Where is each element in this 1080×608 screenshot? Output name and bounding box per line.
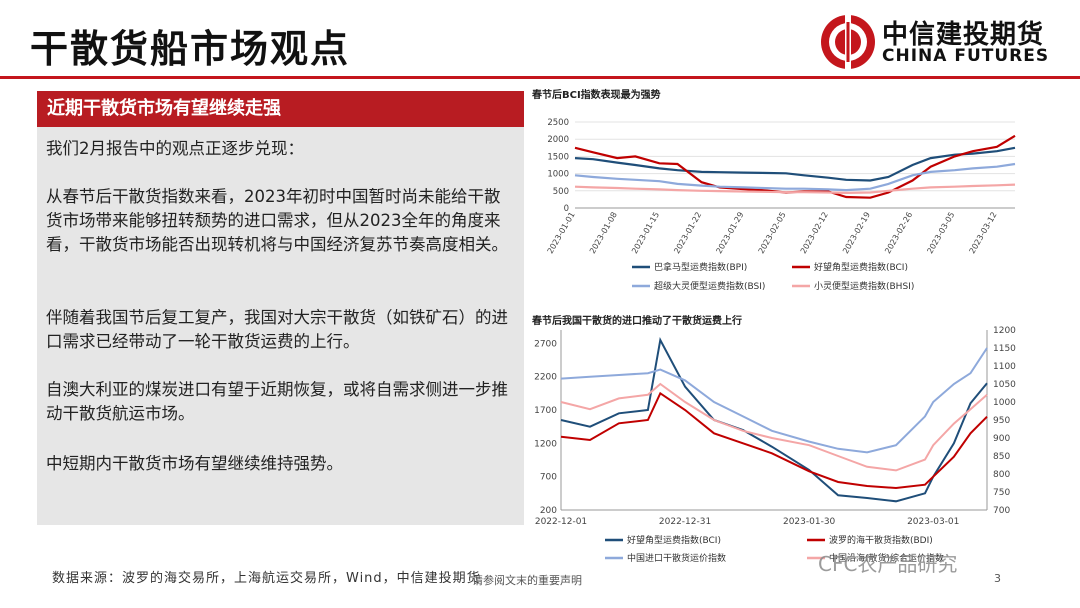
chart1-y-tick: 0: [564, 204, 569, 214]
chart1-y-tick: 2000: [547, 135, 569, 145]
chart1-x-tick: 2023-01-29: [714, 211, 745, 256]
chart1-y-tick: 2500: [547, 118, 569, 128]
paragraph-index-view: 从春节后干散货指数来看，2023年初时中国暂时尚未能给干散货市场带来能够扭转颓势…: [46, 187, 508, 254]
chart1-x-tick: 2023-01-08: [588, 211, 619, 256]
chart1-y-tick: 1000: [547, 170, 569, 180]
brand-name-en: CHINA FUTURES: [882, 46, 1050, 66]
left-panel-header: 近期干散货市场有望继续走强: [37, 91, 524, 127]
chart2-y-tick-right: 1100: [993, 362, 1016, 372]
chart1-x-tick: 2023-01-15: [630, 211, 661, 256]
data-source: 数据来源：波罗的海交易所，上海航运交易所，Wind，中信建投期货: [52, 571, 481, 586]
chart2-series-line: [560, 336, 988, 503]
chart2-import-freight: 200 700 1200 1700 2200 2700 700 750 800 850 900 950…: [534, 326, 1016, 564]
chart2-y-tick-left: 1200: [534, 439, 557, 449]
chart1-x-tick: 2023-03-05: [925, 211, 956, 256]
chart1-x-tick: 2023-02-19: [841, 211, 872, 256]
chart1-legend-label: 小灵便型运费指数(BHSI): [814, 280, 914, 292]
chart2-y-tick-left: 700: [540, 473, 557, 483]
chart1-x-tick: 2023-01-01: [546, 211, 577, 256]
brand-name-cn: 中信建投期货: [882, 20, 1045, 50]
chart1-series-line: [574, 146, 1016, 182]
chart1-title: 春节后BCI指数表现最为强势: [532, 90, 661, 101]
chart2-x-tick: 2023-03-01: [907, 517, 959, 527]
chart2-x-tick: 2022-12-31: [659, 517, 711, 527]
chart2-y-tick-right: 1150: [993, 344, 1016, 354]
chart2-y-tick-left: 1700: [534, 406, 557, 416]
paragraph-outlook: 中短期内干散货市场有望继续维持强势。: [46, 454, 343, 473]
chart2-legend-label: 中国进口干散货运价指数: [627, 552, 726, 564]
chart1-legend-label: 好望角型运费指数(BCI): [814, 261, 908, 273]
left-panel: [37, 91, 524, 525]
chart2-title: 春节后我国干散货的进口推动了干散货运费上行: [532, 316, 742, 327]
chart1-x-tick: 2023-01-22: [672, 211, 703, 256]
chart2-y-tick-left: 2700: [534, 339, 557, 349]
chart2-y-tick-right: 1200: [993, 326, 1016, 336]
chart1-baltic-indices: 0 500 1000 1500 2000 2500 2023-01-01 2023-01-08…: [546, 118, 1016, 292]
chart1-x-tick: 2023-03-12: [968, 211, 999, 256]
chart2-y-tick-right: 750: [993, 488, 1010, 498]
header-divider: [0, 76, 1080, 79]
page-title: 干散货船市场观点: [30, 27, 351, 71]
paragraph-import-demand: 伴随着我国节后复工复产，我国对大宗干散货（如铁矿石）的进口需求已经带动了一轮干散…: [46, 308, 508, 351]
chart1-legend-label: 巴拿马型运费指数(BPI): [654, 261, 747, 273]
disclaimer-link[interactable]: 请参阅文末的重要声明: [472, 574, 582, 587]
chart1-x-tick: 2023-02-12: [799, 211, 830, 256]
paragraph-coal-import: 自澳大利亚的煤炭进口有望于近期恢复，或将自需求侧进一步推动干散货航运市场。: [46, 380, 508, 423]
chart2-x-tick: 2023-01-30: [783, 517, 836, 527]
chart2-series-line: [560, 347, 988, 454]
chart1-x-tick: 2023-02-26: [883, 211, 914, 256]
chart1-legend-label: 超级大灵便型运费指数(BSI): [654, 280, 765, 292]
chart1-y-tick: 500: [553, 187, 569, 197]
chart1-series-line: [574, 183, 1016, 195]
china-futures-logo-icon: [821, 15, 875, 69]
chart2-y-tick-right: 700: [993, 506, 1010, 516]
chart2-x-tick: 2022-12-01: [535, 517, 587, 527]
chart2-y-tick-right: 950: [993, 416, 1010, 426]
chart2-y-tick-left: 200: [540, 506, 557, 516]
chart2-legend-label: 好望角型运费指数(BCI): [627, 534, 721, 546]
chart2-series-line: [560, 382, 988, 472]
paragraph-intro: 我们2月报告中的观点正逐步兑现：: [46, 139, 304, 158]
chart2-y-tick-right: 1050: [993, 380, 1016, 390]
chart2-y-tick-right: 850: [993, 452, 1010, 462]
chart2-y-tick-right: 1000: [993, 398, 1016, 408]
chart2-y-tick-left: 2200: [534, 373, 557, 383]
chart2-y-tick-right: 900: [993, 434, 1010, 444]
chart1-series-line: [574, 162, 1016, 192]
chart2-y-tick-right: 800: [993, 470, 1010, 480]
chart1-x-tick: 2023-02-05: [757, 211, 788, 256]
watermark: CFC农产品研究: [818, 552, 958, 576]
chart2-legend-label: 波罗的海干散货指数(BDI): [829, 534, 933, 546]
brand-logo: 中信建投期货 CHINA FUTURES: [818, 12, 1068, 72]
chart2-legend-label: 中国沿海(散货)综合运价指数: [829, 552, 944, 564]
page-number: 3: [994, 572, 1001, 585]
chart1-y-tick: 1500: [547, 152, 569, 162]
chart2-series-line: [560, 391, 988, 490]
